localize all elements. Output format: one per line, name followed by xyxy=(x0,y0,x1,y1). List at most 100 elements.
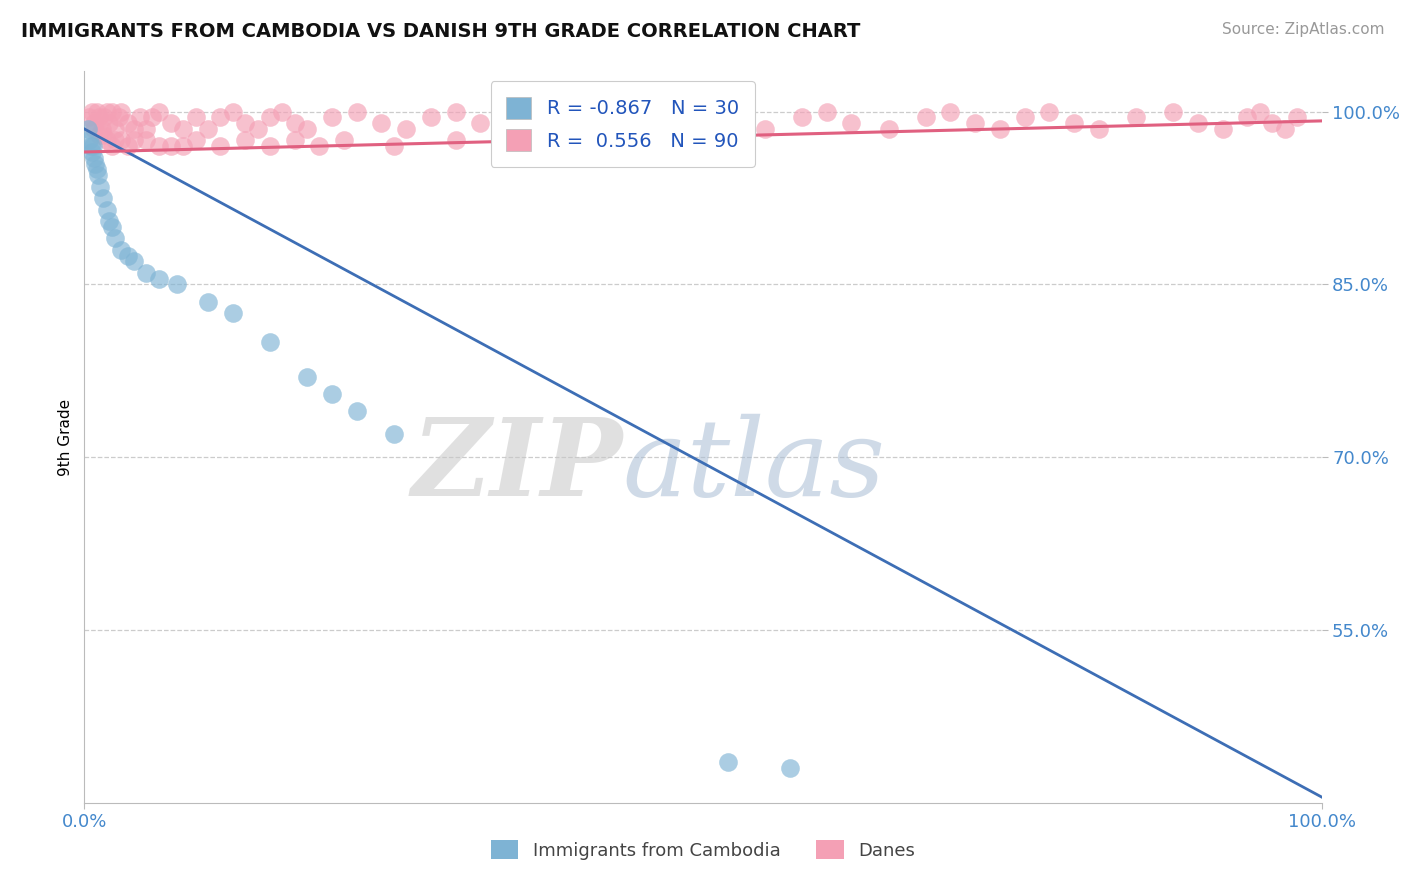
Point xyxy=(184,111,207,125)
Point xyxy=(98,116,121,130)
Point xyxy=(717,116,740,130)
Point xyxy=(259,334,281,349)
Point xyxy=(1161,104,1184,119)
Point xyxy=(148,271,170,285)
Point xyxy=(1038,104,1060,119)
Point xyxy=(259,139,281,153)
Point xyxy=(135,122,157,136)
Point xyxy=(141,111,163,125)
Point xyxy=(83,122,105,136)
Point xyxy=(630,122,652,136)
Point xyxy=(89,128,111,142)
Text: ZIP: ZIP xyxy=(411,413,623,519)
Point xyxy=(100,139,122,153)
Point xyxy=(1063,116,1085,130)
Point xyxy=(346,104,368,119)
Point xyxy=(419,111,441,125)
Point xyxy=(122,133,145,147)
Point xyxy=(988,122,1011,136)
Point xyxy=(117,139,139,153)
Point xyxy=(79,111,101,125)
Point xyxy=(117,116,139,130)
Point xyxy=(1236,111,1258,125)
Point xyxy=(1249,104,1271,119)
Point xyxy=(382,139,405,153)
Point xyxy=(89,111,111,125)
Point xyxy=(284,116,307,130)
Point xyxy=(184,133,207,147)
Point xyxy=(333,133,356,147)
Point xyxy=(135,266,157,280)
Point xyxy=(160,139,183,153)
Point xyxy=(117,249,139,263)
Point xyxy=(717,756,740,770)
Point xyxy=(259,111,281,125)
Point xyxy=(246,122,269,136)
Point xyxy=(122,122,145,136)
Point xyxy=(83,151,105,165)
Point xyxy=(233,116,256,130)
Point xyxy=(321,387,343,401)
Point xyxy=(1088,122,1111,136)
Point xyxy=(108,111,131,125)
Point xyxy=(91,191,114,205)
Point xyxy=(82,139,104,153)
Point xyxy=(197,294,219,309)
Text: IMMIGRANTS FROM CAMBODIA VS DANISH 9TH GRADE CORRELATION CHART: IMMIGRANTS FROM CAMBODIA VS DANISH 9TH G… xyxy=(21,22,860,41)
Point xyxy=(1187,116,1209,130)
Point xyxy=(100,219,122,234)
Point xyxy=(568,104,591,119)
Point xyxy=(321,111,343,125)
Point xyxy=(90,122,112,136)
Point xyxy=(104,133,127,147)
Point xyxy=(96,202,118,217)
Point xyxy=(197,122,219,136)
Point xyxy=(543,111,565,125)
Point xyxy=(841,116,863,130)
Point xyxy=(815,104,838,119)
Point xyxy=(98,214,121,228)
Point xyxy=(284,133,307,147)
Point xyxy=(122,254,145,268)
Point xyxy=(965,116,987,130)
Point xyxy=(444,104,467,119)
Point xyxy=(754,122,776,136)
Point xyxy=(86,162,108,177)
Point xyxy=(779,761,801,775)
Point xyxy=(209,111,232,125)
Point xyxy=(1212,122,1234,136)
Point xyxy=(295,122,318,136)
Point xyxy=(77,122,100,136)
Legend: Immigrants from Cambodia, Danes: Immigrants from Cambodia, Danes xyxy=(484,833,922,867)
Point xyxy=(166,277,188,292)
Point xyxy=(295,369,318,384)
Point xyxy=(80,104,103,119)
Point xyxy=(1014,111,1036,125)
Text: Source: ZipAtlas.com: Source: ZipAtlas.com xyxy=(1222,22,1385,37)
Point xyxy=(148,139,170,153)
Point xyxy=(96,104,118,119)
Point xyxy=(172,139,194,153)
Point xyxy=(83,116,105,130)
Point xyxy=(87,168,110,182)
Point xyxy=(506,122,529,136)
Point xyxy=(1261,116,1284,130)
Point xyxy=(209,139,232,153)
Point xyxy=(110,243,132,257)
Point xyxy=(470,116,492,130)
Point xyxy=(100,104,122,119)
Point xyxy=(1125,111,1147,125)
Text: atlas: atlas xyxy=(623,414,886,519)
Point xyxy=(222,306,245,320)
Point xyxy=(96,133,118,147)
Point xyxy=(233,133,256,147)
Point xyxy=(877,122,900,136)
Point xyxy=(1285,111,1308,125)
Point xyxy=(271,104,294,119)
Point xyxy=(79,133,101,147)
Point xyxy=(104,231,127,245)
Point xyxy=(790,111,813,125)
Point xyxy=(593,116,616,130)
Point xyxy=(86,104,108,119)
Point xyxy=(346,404,368,418)
